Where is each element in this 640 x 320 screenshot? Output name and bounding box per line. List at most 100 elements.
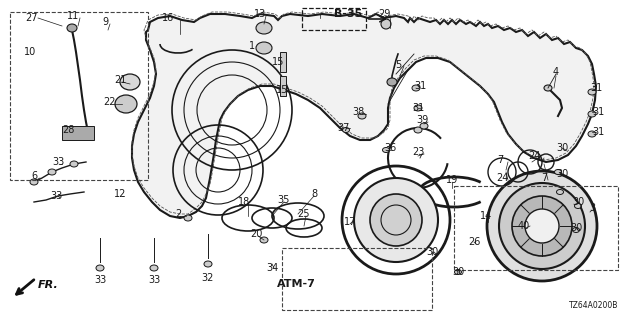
Ellipse shape bbox=[588, 131, 596, 137]
Ellipse shape bbox=[412, 85, 420, 91]
Ellipse shape bbox=[204, 261, 212, 267]
Text: 3: 3 bbox=[589, 203, 595, 213]
Text: 18: 18 bbox=[238, 197, 250, 207]
Text: 15: 15 bbox=[276, 85, 288, 95]
Ellipse shape bbox=[573, 228, 579, 233]
Text: 9: 9 bbox=[102, 17, 108, 27]
Bar bbox=[454, 186, 618, 270]
Ellipse shape bbox=[67, 24, 77, 32]
Ellipse shape bbox=[358, 113, 366, 119]
Text: 38: 38 bbox=[352, 107, 364, 117]
Text: 37: 37 bbox=[338, 123, 350, 133]
Ellipse shape bbox=[420, 123, 428, 129]
Ellipse shape bbox=[454, 269, 461, 275]
Ellipse shape bbox=[588, 111, 596, 117]
Ellipse shape bbox=[414, 127, 422, 133]
Bar bbox=[282, 248, 432, 310]
Text: 30: 30 bbox=[426, 247, 438, 257]
Text: 33: 33 bbox=[94, 275, 106, 285]
Ellipse shape bbox=[512, 196, 572, 256]
Text: 31: 31 bbox=[590, 83, 602, 93]
Text: 19: 19 bbox=[446, 175, 458, 185]
Text: 31: 31 bbox=[412, 103, 424, 113]
Ellipse shape bbox=[256, 22, 272, 34]
Text: 33: 33 bbox=[52, 157, 64, 167]
Text: 8: 8 bbox=[311, 189, 317, 199]
Bar bbox=[302, 8, 366, 30]
Bar bbox=[62, 126, 94, 140]
Text: 14: 14 bbox=[480, 211, 492, 221]
Text: 39: 39 bbox=[416, 115, 428, 125]
Text: ATM-7: ATM-7 bbox=[276, 279, 316, 289]
Ellipse shape bbox=[381, 19, 391, 29]
Ellipse shape bbox=[383, 148, 390, 153]
Bar bbox=[10, 12, 148, 180]
Ellipse shape bbox=[354, 178, 438, 262]
Text: B-35: B-35 bbox=[334, 9, 362, 19]
Text: 16: 16 bbox=[162, 13, 174, 23]
Text: 34: 34 bbox=[266, 263, 278, 273]
Text: 20: 20 bbox=[250, 229, 262, 239]
Text: 30: 30 bbox=[452, 267, 464, 277]
Text: 33: 33 bbox=[148, 275, 160, 285]
Bar bbox=[280, 52, 286, 72]
Text: TZ64A0200B: TZ64A0200B bbox=[570, 301, 619, 310]
Text: 11: 11 bbox=[67, 11, 79, 21]
Text: 30: 30 bbox=[556, 143, 568, 153]
Text: 31: 31 bbox=[592, 107, 604, 117]
Ellipse shape bbox=[256, 42, 272, 54]
Ellipse shape bbox=[115, 95, 137, 113]
Text: 7: 7 bbox=[541, 173, 547, 183]
Text: 7: 7 bbox=[497, 155, 503, 165]
Ellipse shape bbox=[499, 183, 585, 269]
Text: 40: 40 bbox=[518, 221, 530, 231]
Ellipse shape bbox=[525, 209, 559, 243]
Text: 21: 21 bbox=[114, 75, 126, 85]
Ellipse shape bbox=[342, 127, 349, 132]
Text: 6: 6 bbox=[31, 171, 37, 181]
Text: 26: 26 bbox=[468, 237, 480, 247]
Ellipse shape bbox=[544, 85, 552, 91]
Text: 31: 31 bbox=[592, 127, 604, 137]
Text: 30: 30 bbox=[570, 223, 582, 233]
Ellipse shape bbox=[588, 89, 596, 95]
Text: 32: 32 bbox=[202, 273, 214, 283]
Text: 5: 5 bbox=[395, 60, 401, 70]
Text: 36: 36 bbox=[384, 143, 396, 153]
Text: 4: 4 bbox=[553, 67, 559, 77]
Bar bbox=[280, 76, 286, 96]
Text: 13: 13 bbox=[254, 9, 266, 19]
Ellipse shape bbox=[96, 265, 104, 271]
Text: 22: 22 bbox=[104, 97, 116, 107]
Text: 10: 10 bbox=[24, 47, 36, 57]
Ellipse shape bbox=[70, 161, 78, 167]
Polygon shape bbox=[132, 14, 596, 218]
Ellipse shape bbox=[48, 169, 56, 175]
Ellipse shape bbox=[414, 105, 422, 111]
Ellipse shape bbox=[260, 237, 268, 243]
Ellipse shape bbox=[30, 179, 38, 185]
Text: 35: 35 bbox=[278, 195, 290, 205]
Text: 25: 25 bbox=[298, 209, 310, 219]
Text: 29: 29 bbox=[378, 9, 390, 19]
Text: 28: 28 bbox=[62, 125, 74, 135]
Text: 12: 12 bbox=[114, 189, 126, 199]
Text: 30: 30 bbox=[572, 197, 584, 207]
Ellipse shape bbox=[120, 74, 140, 90]
Ellipse shape bbox=[184, 215, 192, 221]
Text: 24: 24 bbox=[528, 151, 540, 161]
Text: 31: 31 bbox=[414, 81, 426, 91]
Text: 1: 1 bbox=[249, 41, 255, 51]
Text: 30: 30 bbox=[556, 169, 568, 179]
Text: 15: 15 bbox=[272, 57, 284, 67]
Text: 33: 33 bbox=[50, 191, 62, 201]
Ellipse shape bbox=[370, 194, 422, 246]
Ellipse shape bbox=[150, 265, 158, 271]
Text: 2: 2 bbox=[175, 209, 181, 219]
Ellipse shape bbox=[487, 171, 597, 281]
Text: 24: 24 bbox=[496, 173, 508, 183]
Ellipse shape bbox=[575, 204, 582, 209]
Text: FR.: FR. bbox=[38, 280, 59, 290]
Text: 23: 23 bbox=[412, 147, 424, 157]
Text: 27: 27 bbox=[26, 13, 38, 23]
